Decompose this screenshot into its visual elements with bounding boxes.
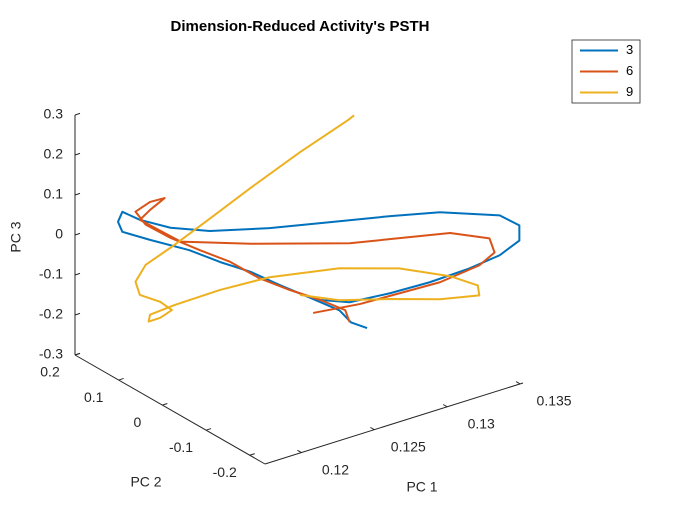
z-tick-label: 0.3	[44, 106, 64, 122]
z-tick	[74, 152, 81, 156]
x-tick-label: 0.135	[537, 393, 572, 409]
legend-label: 9	[626, 84, 633, 99]
z-tick	[74, 312, 81, 316]
data-line	[134, 197, 496, 323]
y-axis-label: PC 2	[130, 474, 161, 490]
legend: 3 6 9	[571, 39, 641, 104]
x-axis-label: PC 1	[406, 479, 437, 495]
legend-label: 3	[626, 42, 633, 57]
z-tick	[74, 112, 81, 116]
x-tick-label: 0.125	[391, 438, 426, 454]
z-tick-label: -0.2	[39, 306, 63, 322]
data-line	[134, 114, 481, 323]
x-tick	[515, 381, 521, 385]
z-tick	[74, 232, 81, 236]
x-axis-line	[264, 382, 524, 465]
y-tick-label: -0.2	[213, 464, 237, 480]
y-tick	[118, 377, 124, 381]
z-tick	[74, 352, 81, 356]
z-axis-label: PC 3	[8, 221, 24, 252]
z-tick	[74, 192, 81, 196]
z-tick-label: 0	[55, 226, 63, 242]
x-tick	[297, 449, 302, 453]
z-tick-label: 0.1	[44, 186, 64, 202]
x-tick	[442, 404, 448, 408]
x-tick	[370, 426, 375, 431]
z-tick	[74, 272, 81, 276]
x-tick-label: 0.12	[322, 461, 349, 477]
x-tick-label: 0.13	[468, 415, 495, 431]
y-tick-label: 0	[133, 414, 141, 430]
y-tick	[162, 403, 168, 406]
y-tick-label: 0.1	[84, 389, 104, 405]
z-tick-label: -0.1	[39, 266, 63, 282]
y-tick-label: -0.1	[169, 439, 193, 455]
y-axis-line	[74, 354, 266, 465]
y-tick	[205, 428, 212, 431]
axes: 0.12 0.125 0.13 0.135 -0.2 -0.1 0 0.1 0.2 -0.3 -0.…	[39, 106, 572, 480]
y-tick-label: 0.2	[40, 364, 60, 380]
z-tick-label: 0.2	[44, 146, 64, 162]
y-tick	[249, 453, 255, 456]
legend-label: 6	[626, 63, 633, 78]
chart-title: Dimension-Reduced Activity's PSTH	[171, 18, 430, 35]
plot-lines	[116, 114, 521, 330]
z-tick-label: -0.3	[39, 346, 63, 362]
